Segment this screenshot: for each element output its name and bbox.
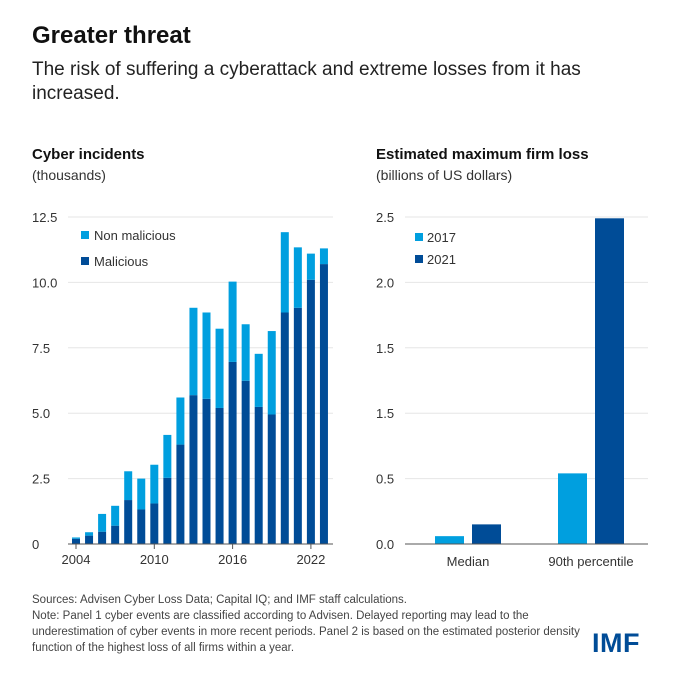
bar-malicious bbox=[293, 307, 302, 544]
x-tick-label: 2022 bbox=[296, 552, 325, 567]
bar-non-malicious bbox=[163, 434, 172, 478]
x-category-label: Median bbox=[447, 554, 490, 569]
bar-malicious bbox=[254, 406, 263, 544]
y-tick-label: 0.0 bbox=[376, 537, 394, 552]
y-tick-label: 1.5 bbox=[376, 406, 394, 421]
bar-malicious bbox=[72, 538, 80, 544]
bar-non-malicious bbox=[150, 464, 159, 504]
bar-malicious bbox=[85, 535, 94, 544]
sources-text: Sources: Advisen Cyber Loss Data; Capita… bbox=[32, 594, 407, 606]
note-text: Note: Panel 1 cyber events are classifie… bbox=[32, 610, 580, 654]
bar-malicious bbox=[306, 279, 315, 544]
bar-malicious bbox=[267, 414, 276, 544]
panel1-unit: (thousands) bbox=[32, 167, 106, 183]
chart-subtitle: The risk of suffering a cyberattack and … bbox=[32, 59, 581, 104]
bar-malicious bbox=[202, 398, 211, 544]
bar-non-malicious bbox=[111, 505, 120, 526]
legend-swatch bbox=[81, 231, 89, 239]
bar-2017 bbox=[435, 536, 464, 544]
panel2-title: Estimated maximum firm loss bbox=[376, 146, 589, 163]
bar-malicious bbox=[150, 503, 159, 544]
x-category-label: 90th percentile bbox=[548, 554, 633, 569]
bar-malicious bbox=[98, 531, 107, 544]
bar-non-malicious bbox=[124, 471, 133, 501]
bar-malicious bbox=[189, 395, 198, 544]
y-tick-label: 5.0 bbox=[32, 406, 50, 421]
bar-non-malicious bbox=[176, 397, 185, 445]
legend-swatch bbox=[415, 233, 423, 241]
legend-swatch bbox=[415, 255, 423, 263]
y-tick-label: 10.0 bbox=[32, 275, 57, 290]
legend-label: Malicious bbox=[94, 254, 149, 269]
bar-malicious bbox=[319, 264, 328, 544]
imf-logo: IMF bbox=[592, 628, 640, 658]
bar-malicious bbox=[124, 500, 133, 544]
y-tick-label: 1.5 bbox=[376, 341, 394, 356]
bar-2021 bbox=[595, 218, 624, 545]
notes: Sources: Advisen Cyber Loss Data; Capita… bbox=[32, 592, 592, 656]
y-tick-label: 12.5 bbox=[32, 210, 57, 225]
y-tick-label: 2.5 bbox=[376, 210, 394, 225]
bar-non-malicious bbox=[98, 513, 107, 532]
bar-2017 bbox=[558, 473, 587, 544]
bar-malicious bbox=[215, 407, 224, 544]
legend-label: Non malicious bbox=[94, 228, 176, 243]
bar-non-malicious bbox=[85, 532, 94, 536]
legend-swatch bbox=[81, 257, 89, 265]
legend-label: 2021 bbox=[427, 252, 456, 267]
bar-malicious bbox=[228, 361, 237, 544]
y-tick-label: 2.5 bbox=[32, 472, 50, 487]
bar-non-malicious bbox=[293, 247, 302, 308]
chart-title: Greater threat bbox=[32, 22, 191, 49]
legend-label: 2017 bbox=[427, 230, 456, 245]
bar-malicious bbox=[176, 444, 185, 544]
bar-malicious bbox=[111, 525, 120, 544]
panel2-unit: (billions of US dollars) bbox=[376, 167, 513, 183]
bar-non-malicious bbox=[137, 478, 146, 510]
x-tick-label: 2004 bbox=[62, 552, 91, 567]
bar-non-malicious bbox=[215, 328, 224, 408]
y-tick-label: 0.5 bbox=[376, 472, 394, 487]
bar-non-malicious bbox=[189, 307, 198, 396]
bar-non-malicious bbox=[280, 232, 289, 313]
bar-non-malicious bbox=[319, 248, 328, 265]
bar-non-malicious bbox=[241, 324, 250, 381]
bar-malicious bbox=[280, 312, 289, 544]
bar-2021 bbox=[472, 524, 501, 544]
bar-non-malicious bbox=[228, 281, 237, 362]
x-tick-label: 2010 bbox=[140, 552, 169, 567]
y-tick-label: 2.0 bbox=[376, 275, 394, 290]
bar-malicious bbox=[163, 477, 172, 544]
bar-non-malicious bbox=[202, 312, 211, 399]
bar-non-malicious bbox=[72, 537, 80, 539]
bar-non-malicious bbox=[267, 331, 276, 415]
bar-malicious bbox=[137, 509, 146, 544]
bar-non-malicious bbox=[254, 353, 263, 407]
bar-malicious bbox=[241, 380, 250, 544]
bar-non-malicious bbox=[306, 253, 315, 280]
y-tick-label: 0 bbox=[32, 537, 39, 552]
x-tick-label: 2016 bbox=[218, 552, 247, 567]
panel1-title: Cyber incidents bbox=[32, 146, 145, 163]
y-tick-label: 7.5 bbox=[32, 341, 50, 356]
